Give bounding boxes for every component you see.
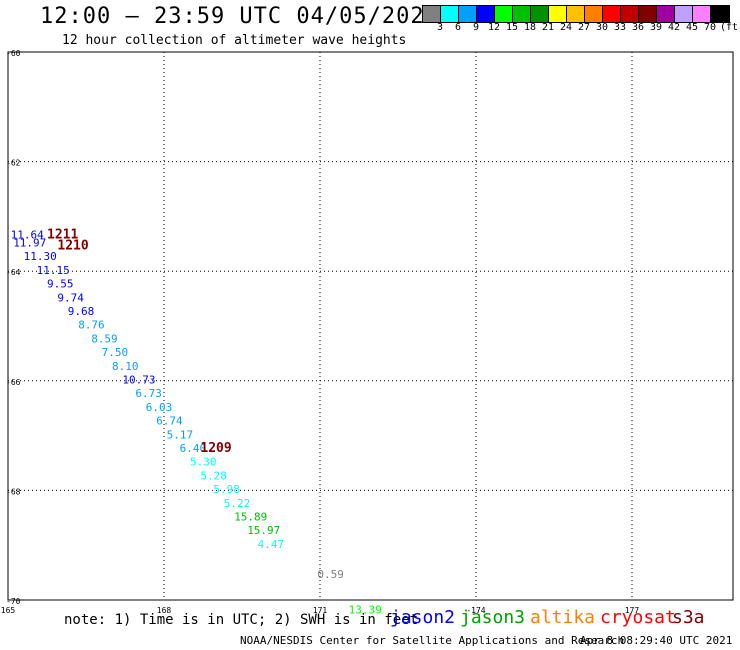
longitude-label: 171	[313, 606, 328, 615]
wave-height-value: 6.40	[180, 442, 207, 455]
map-title: 12:00 – 23:59 UTC 04/05/2021	[40, 4, 439, 29]
color-swatch	[675, 6, 693, 22]
color-scale-tick-label: 21	[541, 22, 555, 33]
color-scale-tick-label: 15	[505, 22, 519, 33]
color-swatch	[441, 6, 459, 22]
longitude-label: -174	[466, 606, 485, 615]
latitude-label: -62	[6, 159, 21, 168]
wave-height-value: 11.30	[24, 250, 57, 263]
footer-note: note: 1) Time is in UTC; 2) SWH is in fe…	[64, 612, 419, 628]
wave-height-value: 9.55	[47, 278, 74, 291]
wave-height-value: 9.74	[57, 291, 84, 304]
color-swatch	[693, 6, 711, 22]
color-swatch	[513, 6, 531, 22]
satellite-legend-item: s3a	[672, 607, 705, 628]
color-scale-tick-label: 33	[613, 22, 627, 33]
color-swatch	[549, 6, 567, 22]
satellite-legend-item: jason3	[460, 607, 526, 628]
wave-height-value: 5.28	[200, 469, 227, 482]
wave-height-value: 8.10	[112, 360, 139, 373]
generation-timestamp: Apr 8 08:29:40 UTC 2021	[580, 634, 733, 647]
wave-height-value: 8.76	[78, 319, 105, 332]
color-scale-tick-label: 6	[454, 22, 462, 33]
color-scale-tick-label: 42	[667, 22, 681, 33]
longitude-label: 168	[157, 606, 172, 615]
satellite-legend-item: cryosat	[600, 607, 676, 628]
pass-time-label: 1209	[200, 441, 231, 456]
color-scale-tick-label: 36	[631, 22, 645, 33]
pass-time-label: 1211	[47, 227, 78, 242]
wave-height-value: 15.89	[234, 511, 267, 524]
pass-time-label: 1210	[57, 238, 88, 253]
wave-height-value: 0.59	[317, 568, 344, 581]
wave-height-value: 15.97	[247, 524, 280, 537]
wave-height-value: 4.47	[258, 538, 285, 551]
color-swatch	[603, 6, 621, 22]
longitude-label: 165	[1, 606, 16, 615]
color-swatch	[657, 6, 675, 22]
satellite-legend-item: altika	[530, 607, 596, 628]
color-scale-tick-label: 30	[595, 22, 609, 33]
wave-height-value: 7.50	[102, 346, 129, 359]
color-swatch	[459, 6, 477, 22]
wave-height-value: 5.17	[167, 428, 194, 441]
wave-height-value: 5.98	[213, 483, 240, 496]
wave-height-value: 5.22	[224, 497, 251, 510]
color-swatch	[585, 6, 603, 22]
wave-height-value: 6.73	[135, 387, 162, 400]
latitude-label: -68	[6, 487, 21, 496]
wave-height-value: 6.03	[146, 401, 173, 414]
latitude-label: -60	[6, 49, 21, 58]
wave-height-value: 11.15	[37, 264, 70, 277]
color-scale-bar	[422, 5, 730, 23]
color-scale-tick-label: 9	[472, 22, 480, 33]
map-frame	[7, 51, 734, 601]
wave-height-value: 10.73	[122, 374, 155, 387]
wave-height-value: 8.59	[91, 332, 118, 345]
color-scale-tick-label: 12	[487, 22, 501, 33]
wave-height-value: 9.68	[68, 305, 95, 318]
color-scale-tick-label: 3	[436, 22, 444, 33]
color-swatch	[639, 6, 657, 22]
satellite-legend-item: jason2	[390, 607, 456, 628]
color-scale-tick-label: 45	[685, 22, 699, 33]
color-scale-tick-label: 24	[559, 22, 573, 33]
color-swatch	[711, 6, 729, 22]
color-swatch	[621, 6, 639, 22]
wave-height-value: 11.97	[13, 237, 46, 250]
color-swatch	[531, 6, 549, 22]
latitude-label: -70	[6, 597, 21, 606]
wave-height-value: 6.74	[156, 415, 183, 428]
latitude-label: -64	[6, 268, 21, 277]
color-scale-tick-label: 27	[577, 22, 591, 33]
latitude-label: -66	[6, 378, 21, 387]
color-scale-tick-label: 70	[703, 22, 717, 33]
wave-height-value: 5.30	[190, 456, 217, 469]
color-swatch	[495, 6, 513, 22]
color-swatch	[423, 6, 441, 22]
credit-line: NOAA/NESDIS Center for Satellite Applica…	[240, 634, 625, 647]
color-scale-tick-label: 18	[523, 22, 537, 33]
color-scale-tick-label: 39	[649, 22, 663, 33]
wave-height-value: 13.39	[349, 604, 382, 617]
longitude-label: 177	[625, 606, 640, 615]
color-scale-unit: (ft)	[720, 22, 740, 33]
map-subtitle: 12 hour collection of altimeter wave hei…	[62, 33, 407, 48]
color-swatch	[477, 6, 495, 22]
wave-height-value: 11.64	[11, 228, 44, 241]
color-swatch	[567, 6, 585, 22]
